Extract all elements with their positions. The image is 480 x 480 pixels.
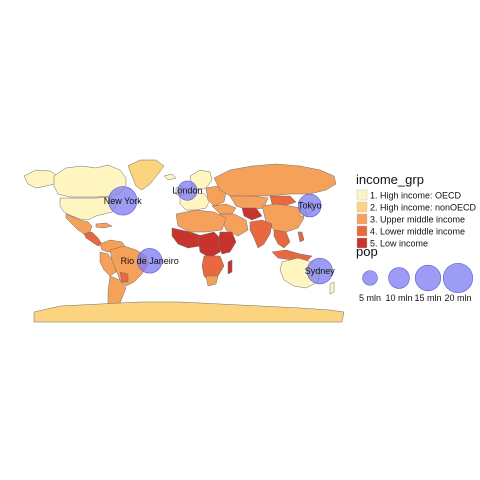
fill-legend-swatch: [356, 225, 368, 237]
size-legend-title: pop: [356, 244, 378, 259]
country-central-africa: [197, 231, 223, 259]
city-bubble: [177, 180, 198, 201]
city-bubble: [306, 258, 333, 285]
city-bubble: [298, 193, 322, 218]
fill-legend-swatch: [356, 189, 368, 201]
size-legend-bubble: [442, 262, 474, 294]
country-peru: [99, 251, 117, 277]
size-legend-label: 20 mln: [444, 293, 471, 303]
fill-legend-label: 5. Low income: [370, 239, 428, 249]
size-legend-label: 10 mln: [385, 293, 412, 303]
size-legend-label: 15 mln: [414, 293, 441, 303]
country-central-america: [83, 231, 103, 247]
city-bubble: [108, 186, 138, 216]
country-central-asia: [241, 207, 263, 221]
country-greenland: [127, 159, 165, 191]
country-south-africa: [205, 275, 219, 287]
city-label: London: [172, 186, 202, 196]
country-cuba: [95, 222, 113, 229]
fill-legend-title: income_grp: [356, 172, 424, 187]
country-new-zealand: [329, 281, 335, 295]
city-label: Tokyo: [298, 201, 322, 211]
country-mongolia: [269, 195, 297, 207]
country-west-africa: [171, 227, 203, 249]
fill-legend-label: 3. Upper middle income: [370, 215, 465, 225]
country-madagascar: [227, 259, 233, 275]
country-east-africa: [217, 231, 237, 255]
country-north-africa: [175, 209, 227, 233]
fill-legend-swatch: [356, 237, 368, 249]
legend: income_grp 1. High income: OECD 2. High in…: [356, 172, 477, 303]
country-philippines: [297, 231, 305, 243]
country-usa: [59, 196, 119, 221]
country-alaska: [23, 169, 59, 189]
fill-legend-swatch: [356, 213, 368, 225]
fill-legend-label: 1. High income: OECD: [370, 191, 462, 201]
country-paraguay: [119, 271, 129, 283]
country-turkey: [211, 203, 237, 215]
size-legend-bubble: [388, 267, 410, 289]
bubbles-layer: New York London Tokyo Rio de Janeiro Sydney: [104, 180, 336, 285]
size-legend-label: 5 mln: [359, 293, 381, 303]
city-label: New York: [104, 196, 143, 206]
fill-legend-swatch: [356, 201, 368, 213]
fill-legend-label: 4. Lower middle income: [370, 227, 465, 237]
country-antarctica: [33, 301, 345, 323]
country-southeast-asia: [273, 229, 291, 249]
city-bubble: [137, 248, 163, 274]
size-legend-bubble: [362, 270, 378, 286]
city-label: Sydney: [305, 266, 336, 276]
country-iceland: [163, 173, 177, 181]
size-legend-bubble: [414, 264, 442, 292]
country-middle-east: [219, 213, 249, 237]
city-label: Rio de Janeiro: [121, 256, 179, 266]
country-russia: [213, 163, 337, 197]
country-india: [249, 219, 273, 249]
fill-legend-label: 2. High income: nonOECD: [370, 203, 477, 213]
